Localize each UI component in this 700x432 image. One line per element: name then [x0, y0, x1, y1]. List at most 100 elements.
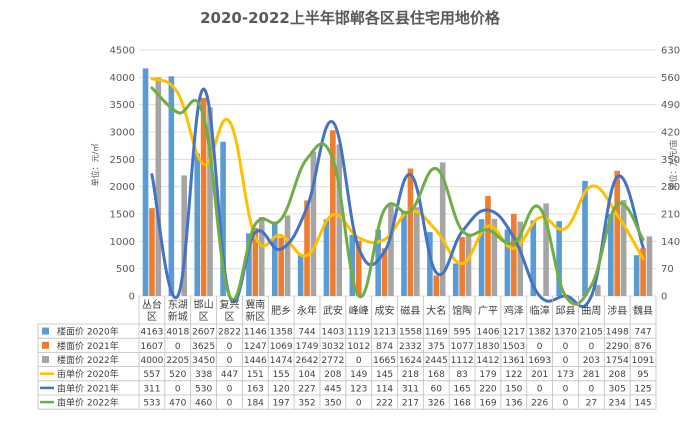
- data-label: 1217: [502, 328, 525, 338]
- data-label: 1474: [270, 356, 293, 366]
- x-tick-label: 区: [224, 311, 234, 323]
- x-tick-label: 冀南: [245, 298, 265, 311]
- data-label: 1624: [399, 356, 422, 366]
- y-tick-label-right: 350: [661, 155, 680, 166]
- data-label: 557: [143, 370, 160, 380]
- data-label: 530: [195, 384, 212, 394]
- x-tick-label: 广平: [478, 305, 498, 317]
- x-tick-label: 鸡泽: [504, 304, 524, 317]
- data-label: 876: [634, 342, 651, 352]
- bar: [465, 235, 472, 296]
- bar: [459, 237, 465, 296]
- y-tick-label-left: 4000: [110, 73, 135, 84]
- x-tick-label: 成安: [375, 304, 395, 317]
- bar: [246, 233, 252, 296]
- data-label: 375: [428, 342, 445, 352]
- data-label: 2105: [580, 328, 603, 338]
- data-label: 1091: [632, 356, 655, 366]
- data-label: 744: [298, 328, 315, 338]
- data-label: 1749: [296, 342, 319, 352]
- bar: [284, 215, 291, 296]
- data-label: 203: [583, 356, 600, 366]
- data-label: 217: [402, 399, 419, 409]
- data-label: 445: [324, 384, 341, 394]
- data-label: 1119: [347, 328, 370, 338]
- x-tick-label: 魏县: [633, 304, 653, 317]
- data-label: 1503: [502, 342, 525, 352]
- data-label: 352: [298, 399, 315, 409]
- data-label: 2772: [321, 356, 344, 366]
- data-label: 520: [169, 370, 186, 380]
- data-label: 0: [356, 399, 362, 409]
- data-label: 1382: [528, 328, 551, 338]
- data-label: 136: [505, 399, 522, 409]
- data-label: 533: [143, 399, 160, 409]
- data-label: 326: [428, 399, 445, 409]
- x-tick-label: 永年: [297, 304, 317, 317]
- data-label: 747: [634, 328, 651, 338]
- x-tick-label: 东湖: [168, 298, 188, 311]
- legend-swatch: [42, 327, 49, 335]
- data-label: 60: [431, 384, 443, 394]
- data-label: 338: [195, 370, 212, 380]
- data-label: 165: [454, 384, 471, 394]
- data-label: 27: [586, 399, 597, 409]
- data-label: 83: [456, 370, 467, 380]
- data-label: 220: [479, 384, 496, 394]
- x-tick-label: 邯山: [194, 298, 214, 311]
- x-tick-label: 丛台: [142, 298, 162, 311]
- data-label: 201: [531, 370, 548, 380]
- x-tick-label: 肥乡: [271, 305, 291, 317]
- bar: [433, 275, 440, 296]
- series-line: [150, 87, 645, 308]
- chart-title: 2020-2022上半年邯郸各区县住宅用地价格: [200, 9, 501, 27]
- legend-label: 亩单价 2020年: [57, 368, 119, 380]
- bar: [543, 203, 549, 296]
- bar: [381, 248, 388, 296]
- data-label: 2642: [296, 356, 319, 366]
- data-label: 595: [454, 328, 471, 338]
- data-label: 1370: [554, 328, 577, 338]
- bar: [530, 220, 537, 296]
- data-label: 0: [227, 384, 233, 394]
- data-label: 2445: [425, 356, 448, 366]
- data-label: 226: [531, 399, 548, 409]
- data-label: 1558: [399, 328, 422, 338]
- bar: [478, 219, 485, 296]
- data-label: 123: [350, 384, 367, 394]
- x-tick-label: 区: [147, 311, 157, 323]
- data-label: 1213: [373, 328, 396, 338]
- legend-label: 亩单价 2022年: [57, 397, 119, 409]
- data-label: 197: [273, 399, 290, 409]
- bar: [149, 208, 155, 296]
- data-label: 1112: [451, 356, 474, 366]
- bar: [407, 168, 414, 296]
- data-label: 0: [563, 342, 569, 352]
- data-label: 874: [376, 342, 393, 352]
- bar: [439, 162, 446, 296]
- data-label: 0: [227, 399, 233, 409]
- x-tick-label: 复兴: [219, 298, 239, 311]
- data-label: 350: [324, 399, 341, 409]
- data-label: 114: [376, 384, 393, 394]
- bar: [511, 213, 517, 296]
- data-label: 145: [634, 399, 651, 409]
- bar: [181, 175, 187, 296]
- data-label: 222: [376, 399, 393, 409]
- data-label: 95: [637, 370, 648, 380]
- data-label: 173: [557, 370, 574, 380]
- data-label: 168: [428, 370, 445, 380]
- x-tick-label: 区: [199, 311, 209, 323]
- data-label: 2607: [192, 328, 215, 338]
- data-label: 0: [563, 384, 569, 394]
- data-label: 1012: [347, 342, 370, 352]
- data-label: 122: [505, 370, 522, 380]
- data-label: 0: [175, 342, 181, 352]
- bar: [155, 77, 162, 296]
- data-label: 3625: [192, 342, 215, 352]
- data-label: 1077: [451, 342, 474, 352]
- data-label: 1358: [270, 328, 293, 338]
- data-label: 1403: [321, 328, 344, 338]
- y-tick-label-left: 3000: [110, 128, 135, 139]
- x-tick-label: 涉县: [607, 304, 627, 317]
